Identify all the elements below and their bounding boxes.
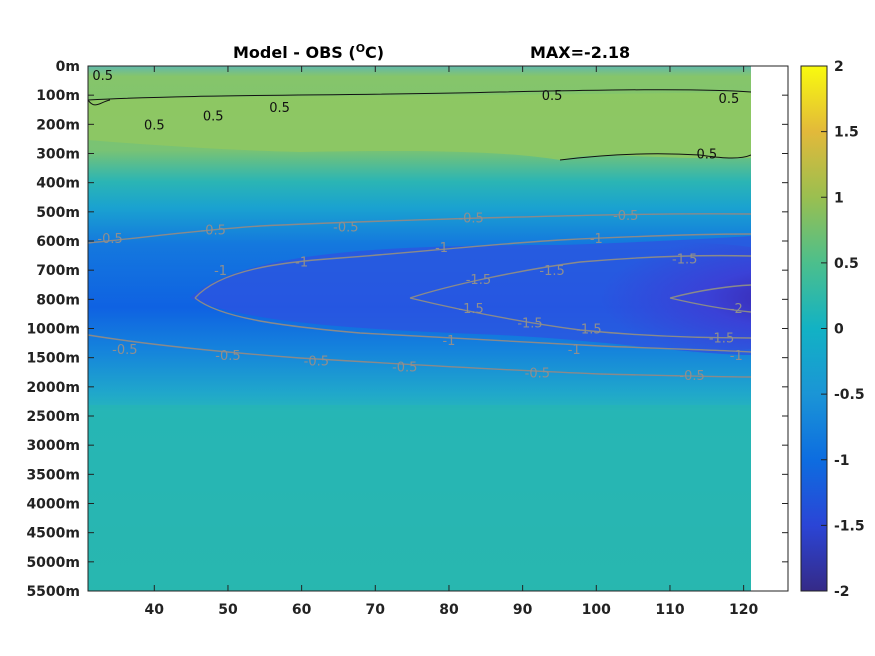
y-tick-label: 800m xyxy=(36,292,80,308)
y-tick-label: 0m xyxy=(56,59,80,75)
contour-line-minus-2 xyxy=(669,284,751,313)
y-tick-label: 500m xyxy=(36,205,80,221)
x-tick-label: 110 xyxy=(655,602,684,618)
x-tick-label: 70 xyxy=(366,602,386,618)
y-tick-label: 4000m xyxy=(26,497,80,513)
contour-label: 0.5 xyxy=(542,89,563,104)
deep-water-band xyxy=(88,405,751,591)
chart-title: Model - OBS (OC) xyxy=(233,42,384,62)
colorbar: 2 1.5 1 0.5 0 -0.5 -1 -1.5 -2 xyxy=(800,59,865,600)
x-tick-label: 80 xyxy=(439,602,459,618)
contour-label: -1 xyxy=(295,255,308,270)
y-tick-label: 2000m xyxy=(26,380,80,396)
max-label: MAX=-2.18 xyxy=(530,43,630,62)
y-tick-label: 4500m xyxy=(26,526,80,542)
colorbar-tick-label: 0 xyxy=(834,322,844,338)
warm-surface-layer xyxy=(88,92,751,160)
contour-label: -0.5 xyxy=(304,355,329,370)
contour-label: -1.5 xyxy=(458,302,483,317)
y-tick-label: 100m xyxy=(36,88,80,104)
contour-label: 0.5 xyxy=(144,118,165,133)
contour-label: -0.5 xyxy=(215,349,240,364)
no-data-region xyxy=(751,66,788,591)
contour-label: -0.5 xyxy=(458,212,483,227)
contour-label: -1.5 xyxy=(539,264,564,279)
contour-line-minus-0-5-lower xyxy=(88,334,751,378)
x-tick-label: 60 xyxy=(292,602,312,618)
contour-label: -0.5 xyxy=(97,232,122,247)
x-tick-label: 120 xyxy=(729,602,758,618)
colorbar-tick-label: 2 xyxy=(834,59,844,75)
x-tick-label: 90 xyxy=(513,602,533,618)
contour-label: -0.5 xyxy=(525,366,550,381)
contour-label: -1.5 xyxy=(517,317,542,332)
y-axis: 0m 100m 200m 300m 400m 500m 600m 700m 800m 1000m 1… xyxy=(26,59,788,600)
y-tick-label: 1000m xyxy=(26,322,80,338)
contour-label: -1.5 xyxy=(709,331,734,346)
colorbar-tick-label: 1.5 xyxy=(834,125,859,141)
contour-label: -1.5 xyxy=(576,323,601,338)
x-tick-label: 50 xyxy=(218,602,238,618)
y-tick-label: 5500m xyxy=(26,584,80,600)
contour-line-minus-1-5 xyxy=(409,254,751,339)
cold-core xyxy=(530,243,751,353)
contour-label: 0.5 xyxy=(719,92,740,107)
contour-label: 0.5 xyxy=(696,148,717,163)
contour-label: 0.5 xyxy=(269,101,290,116)
x-axis: 40 50 60 70 80 90 100 110 120 xyxy=(145,66,758,618)
y-tick-label: 400m xyxy=(36,176,80,192)
contour-label: -1 xyxy=(442,334,455,349)
y-tick-label: 1500m xyxy=(26,351,80,367)
colorbar-tick-label: -2 xyxy=(834,584,850,600)
y-tick-label: 3500m xyxy=(26,467,80,483)
contour-label: -1 xyxy=(568,343,581,358)
contour-line-minus-1-upper xyxy=(194,233,751,299)
contour-label: -0.5 xyxy=(201,223,226,238)
y-tick-label: 5000m xyxy=(26,555,80,571)
contour-label: -0.5 xyxy=(392,360,417,375)
y-tick-label: 200m xyxy=(36,117,80,133)
colorbar-tick-label: -1.5 xyxy=(834,518,865,534)
y-tick-label: 700m xyxy=(36,263,80,279)
colorbar-tick-label: -1 xyxy=(834,453,850,469)
y-tick-label: 600m xyxy=(36,234,80,250)
contour-label: -2 xyxy=(730,302,743,317)
contour-label: -0.5 xyxy=(333,220,358,235)
contour-line-minus-0-5-upper xyxy=(88,213,751,244)
contour-label: -1.5 xyxy=(672,253,697,268)
contour-label: -1 xyxy=(730,349,743,364)
contour-label: -0.5 xyxy=(613,209,638,224)
contour-line-positive xyxy=(88,89,751,161)
plot-area: 0.5 0.5 0.5 0.5 0.5 0.5 0.5 -0.5 -0.5 -0.5 -0.5 -0.… xyxy=(87,65,789,592)
contour-label: -1 xyxy=(435,241,448,256)
x-tick-label: 40 xyxy=(145,602,165,618)
y-tick-label: 2500m xyxy=(26,409,80,425)
contour-line-minus-1-lower xyxy=(194,297,751,353)
y-tick-label: 300m xyxy=(36,147,80,163)
x-tick-label: 100 xyxy=(582,602,611,618)
colorbar-tick-label: 1 xyxy=(834,190,844,206)
colorbar-tick-label: 0.5 xyxy=(834,256,859,272)
contour-label: 0.5 xyxy=(203,110,224,125)
y-tick-label: 3000m xyxy=(26,438,80,454)
contour-label: 0.5 xyxy=(92,69,113,84)
colorbar-tick-label: -0.5 xyxy=(834,387,865,403)
contour-label: -0.5 xyxy=(112,343,137,358)
contour-label: -1 xyxy=(590,232,603,247)
contour-label: -0.5 xyxy=(679,369,704,384)
contour-label: -1 xyxy=(214,264,227,279)
contour-label: -1.5 xyxy=(466,273,491,288)
